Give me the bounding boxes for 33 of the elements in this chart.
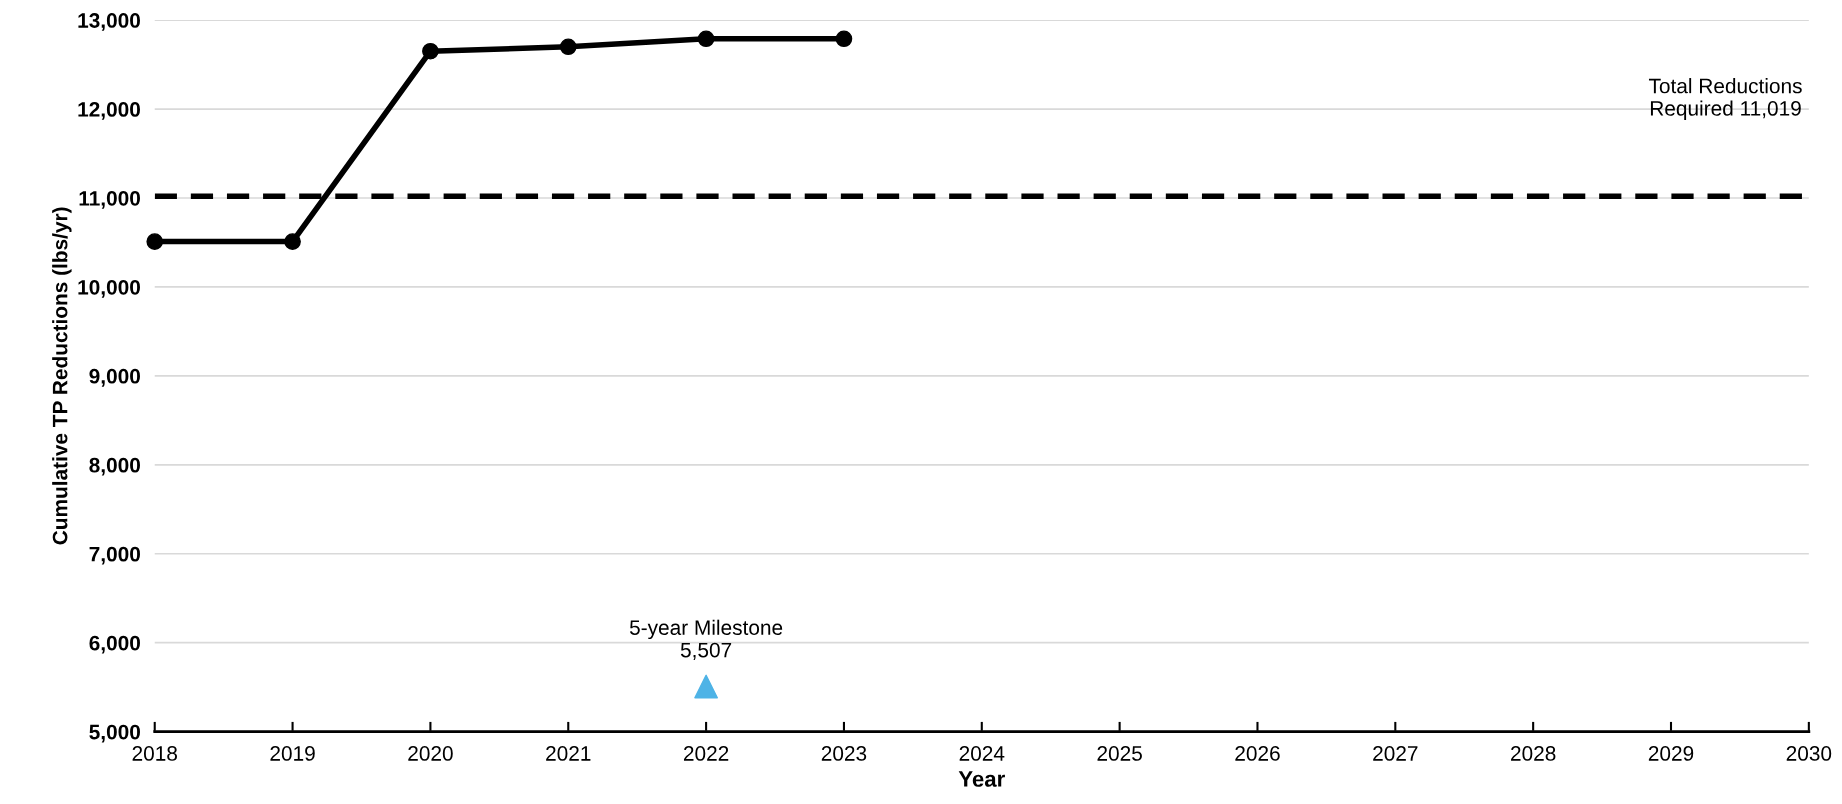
x-tick-label: 2029 [1648, 746, 1694, 761]
x-tick-label: 2019 [270, 746, 315, 761]
point [694, 674, 718, 699]
y-tick-label: 7,000 [89, 546, 140, 565]
point [835, 30, 853, 48]
y-axis-title: Cumulative TP Reductions (lbs/yr) [52, 207, 72, 545]
y-tick-label: 8,000 [89, 457, 140, 476]
y-tick-label: 6,000 [89, 635, 140, 654]
y-tick-label: 12,000 [78, 102, 140, 120]
x-tick-label: 2028 [1511, 746, 1556, 761]
x-tick-label: 2022 [683, 746, 729, 761]
y-tick-label: 9,000 [89, 368, 140, 387]
ref-line-label: Total Reductions Required 11,019 [1648, 78, 1802, 120]
x-axis-title: Year [958, 771, 1005, 787]
x-tick-label: 2027 [1373, 746, 1418, 761]
point [422, 42, 439, 60]
point [559, 38, 577, 56]
x-tick-label: 2021 [546, 746, 591, 761]
x-tick-label: 2020 [408, 746, 453, 761]
x-tick-label: 2025 [1097, 746, 1142, 761]
point [146, 233, 164, 250]
y-tick-label: 13,000 [78, 13, 140, 31]
x-tick-label: 2023 [821, 746, 867, 761]
x-tick-label: 2024 [959, 746, 1005, 761]
x-tick-label: 2030 [1786, 746, 1832, 761]
point [284, 233, 301, 250]
y-tick-label: 5,000 [89, 724, 140, 743]
y-tick-label: 10,000 [78, 279, 140, 298]
annotation: 5-year Milestone 5,507 [629, 619, 783, 660]
point [697, 30, 715, 48]
x-tick-label: 2018 [132, 746, 177, 761]
y-tick-label: 11,000 [79, 190, 140, 209]
x-tick-label: 2026 [1235, 746, 1280, 761]
